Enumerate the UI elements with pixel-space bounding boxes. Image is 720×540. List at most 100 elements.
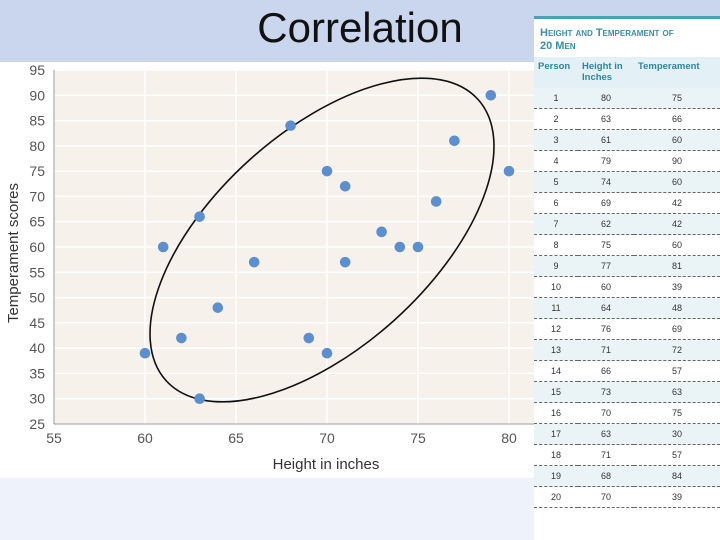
cell-person: 8 [534, 234, 578, 256]
data-table: Person Height in Inches Temperament 1 80 7… [534, 57, 720, 508]
cell-person: 15 [534, 381, 578, 403]
data-point [321, 347, 333, 359]
data-point [376, 226, 387, 238]
cell-temperament: 42 [634, 192, 720, 214]
cell-person: 13 [534, 339, 578, 361]
x-tick-label: 70 [319, 430, 335, 446]
x-tick-label: 75 [410, 430, 426, 446]
cell-person: 19 [534, 465, 578, 487]
data-point [176, 332, 187, 344]
cell-person: 1 [534, 88, 578, 109]
y-tick-label: 35 [29, 365, 45, 381]
cell-temperament: 90 [634, 150, 720, 172]
cell-height: 77 [578, 255, 634, 277]
table-row: 7 62 42 [534, 213, 720, 235]
table-row: 11 64 48 [534, 297, 720, 319]
cell-height: 69 [578, 192, 634, 214]
cell-temperament: 60 [634, 234, 720, 256]
table-title: Height and Temperament of 20 Men [540, 27, 720, 53]
y-tick-label: 60 [29, 239, 45, 255]
cell-temperament: 72 [634, 339, 720, 361]
cell-height: 80 [578, 88, 634, 109]
table-row: 4 79 90 [534, 150, 720, 172]
data-point [157, 241, 169, 253]
header-temperament: Temperament [634, 57, 720, 88]
cell-person: 17 [534, 423, 578, 445]
cell-height: 73 [578, 381, 634, 403]
y-tick-label: 85 [29, 113, 45, 129]
table-row: 3 61 60 [534, 129, 720, 151]
cell-temperament: 42 [634, 213, 720, 235]
cell-height: 64 [578, 297, 634, 319]
table-row: 8 75 60 [534, 234, 720, 256]
cell-temperament: 60 [634, 129, 720, 151]
table-row: 16 70 75 [534, 402, 720, 424]
cell-person: 5 [534, 171, 578, 193]
cell-person: 3 [534, 129, 578, 151]
x-tick-label: 80 [501, 430, 517, 446]
header-height: Height in Inches [578, 57, 634, 88]
y-axis-label: Temperament scores [5, 183, 22, 323]
header-person: Person [534, 57, 578, 88]
table-row: 1 80 75 [534, 88, 720, 109]
cell-person: 6 [534, 192, 578, 214]
cell-temperament: 63 [634, 381, 720, 403]
y-tick-label: 50 [29, 290, 45, 306]
cell-person: 10 [534, 276, 578, 298]
cell-person: 9 [534, 255, 578, 277]
table-row: 5 74 60 [534, 171, 720, 193]
cell-temperament: 57 [634, 444, 720, 466]
cell-height: 63 [578, 108, 634, 130]
cell-person: 12 [534, 318, 578, 340]
data-point [248, 256, 260, 268]
data-point [449, 135, 460, 147]
table-row: 12 76 69 [534, 318, 720, 340]
y-tick-label: 70 [29, 188, 45, 204]
table-row: 6 69 42 [534, 192, 720, 214]
cell-temperament: 69 [634, 318, 720, 340]
table-row: 18 71 57 [534, 444, 720, 466]
y-tick-label: 95 [29, 62, 45, 78]
cell-temperament: 57 [634, 360, 720, 382]
table-row: 20 70 39 [534, 486, 720, 508]
cell-height: 71 [578, 339, 634, 361]
y-tick-label: 25 [29, 416, 45, 432]
scatter-chart: 25 30 35 40 45 50 55 60 65 70 75 80 85 90 95 55 60 65 70 75… [5, 62, 534, 473]
cell-person: 11 [534, 297, 578, 319]
cell-person: 4 [534, 150, 578, 172]
x-tick-label: 65 [228, 430, 244, 446]
data-point [285, 120, 296, 131]
cell-height: 66 [578, 360, 634, 382]
cell-height: 68 [578, 465, 634, 487]
correlation-ellipse [149, 77, 495, 403]
data-point [321, 165, 333, 177]
cell-person: 20 [534, 486, 578, 508]
cell-temperament: 48 [634, 297, 720, 319]
cell-temperament: 84 [634, 465, 720, 487]
data-point [412, 241, 424, 253]
cell-height: 71 [578, 444, 634, 466]
table-row: 14 66 57 [534, 360, 720, 382]
table-title-line2: 20 Men [540, 40, 576, 52]
data-table-panel: Height and Temperament of 20 Men Person … [534, 16, 720, 514]
cell-height: 70 [578, 486, 634, 508]
y-tick-label: 45 [29, 315, 45, 331]
cell-height: 63 [578, 423, 634, 445]
y-tick-label: 30 [29, 391, 45, 407]
cell-height: 76 [578, 318, 634, 340]
cell-temperament: 66 [634, 108, 720, 130]
data-point [339, 256, 351, 268]
y-tick-label: 80 [29, 138, 45, 154]
table-row: 10 60 39 [534, 276, 720, 298]
cell-person: 14 [534, 360, 578, 382]
data-point [139, 347, 151, 359]
y-tick-label: 40 [29, 340, 45, 356]
table-title-line1: Height and Temperament of [540, 27, 674, 39]
slide-title: Correlation [0, 4, 720, 52]
table-row: 19 68 84 [534, 465, 720, 487]
cell-height: 75 [578, 234, 634, 256]
table-row: 15 73 63 [534, 381, 720, 403]
cell-height: 62 [578, 213, 634, 235]
data-point [485, 89, 497, 101]
table-row: 2 63 66 [534, 108, 720, 130]
